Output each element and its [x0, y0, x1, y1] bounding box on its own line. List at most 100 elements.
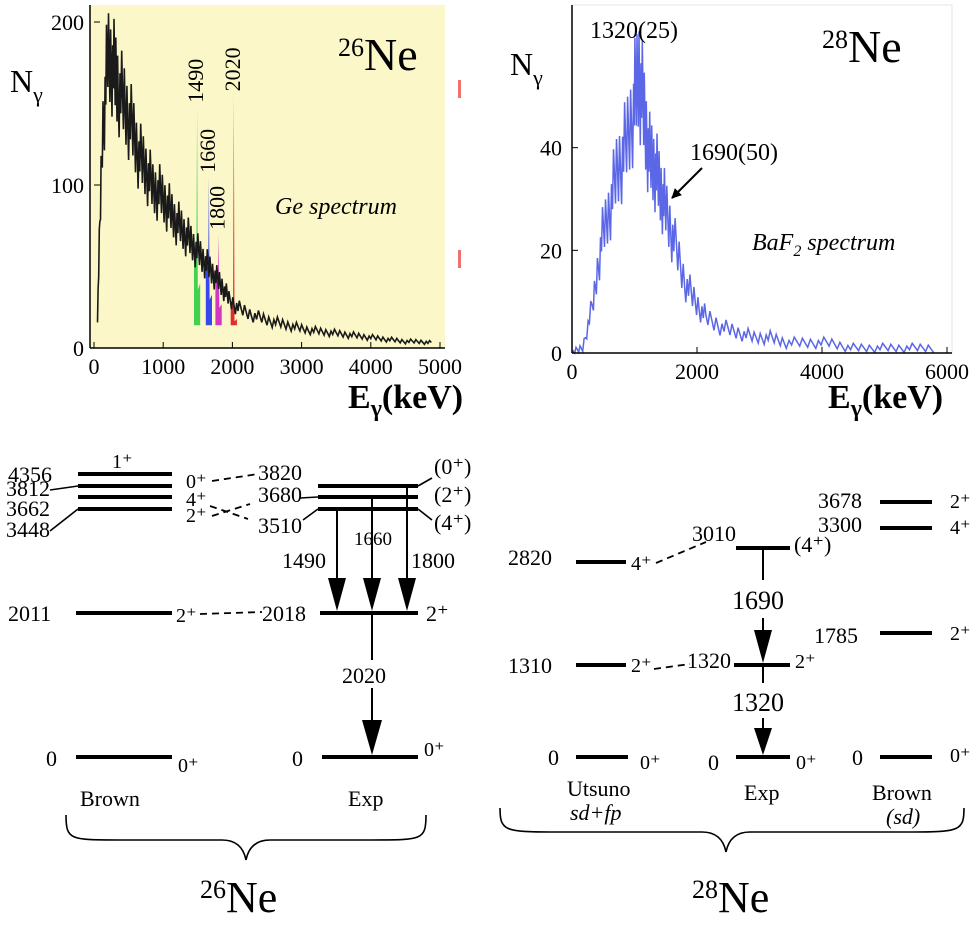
correlation-dash [655, 541, 707, 564]
level-energy: 2820 [508, 545, 552, 570]
level-energy: 0 [852, 745, 863, 770]
ge-y-ticks: 0 100 200 [51, 10, 100, 361]
ne28-level-scheme: 2820 4⁺ 1310 2⁺ 0 0⁺ Utsuno sd+fp 3010 (… [499, 488, 971, 922]
baf2-spectrum-panel: 0 2000 4000 6000 0 20 40 28Ne 1320(25) 1690(5… [510, 4, 969, 422]
ge-spectrum-trace [96, 13, 432, 346]
level-connector [417, 477, 433, 487]
level-spin: (0⁺) [434, 454, 471, 479]
x-tick-label: 5000 [418, 354, 462, 379]
y-tick-label: 0 [551, 341, 562, 366]
level-connector [49, 485, 79, 491]
baf2-peak-arrow [671, 167, 703, 199]
correlation-dash [653, 663, 691, 670]
level-spin: 2⁺ [950, 623, 971, 645]
level-connector [302, 508, 319, 521]
level-energy: 1320 [687, 648, 731, 673]
level-energy: 2018 [262, 601, 306, 626]
level-energy: 0 [708, 750, 719, 775]
level-spin: 0⁺ [424, 739, 445, 761]
ge-nucleus-label: 26Ne [338, 29, 418, 80]
level-energy: 3662 [6, 496, 50, 521]
level-energy: 3820 [258, 460, 302, 485]
level-connector [299, 496, 319, 499]
x-tick-label: 2000 [675, 359, 719, 384]
transition-arrows [328, 487, 416, 755]
level-energy: 3678 [818, 488, 862, 513]
transition-energy: 1690 [732, 586, 784, 615]
correlation-dash [211, 503, 251, 517]
level-spin: (4⁺) [434, 510, 471, 535]
baf2-y-label: Nγ [510, 46, 543, 90]
level-energy: 0 [548, 745, 559, 770]
ge-red-marker [458, 250, 461, 268]
level-energy: 1785 [814, 623, 858, 648]
column-label: Brown [872, 780, 932, 805]
y-tick-label: 0 [73, 336, 84, 361]
correlation-dash [199, 611, 263, 615]
level-energy: 3010 [692, 521, 736, 546]
x-tick-label: 4000 [800, 359, 844, 384]
level-spin: 0⁺ [186, 471, 207, 493]
transition-energy: 2020 [342, 663, 386, 688]
baf2-nucleus-label: 28Ne [822, 21, 902, 72]
level-spin: 4⁺ [950, 517, 971, 539]
column-label: Brown [80, 786, 140, 811]
level-energy: 3812 [6, 476, 50, 501]
level-energy: 2011 [8, 601, 51, 626]
correlation-dash [211, 473, 259, 482]
baf2-peak-label-1690: 1690(50) [690, 140, 778, 166]
level-energy: 3448 [6, 517, 50, 542]
ge-peak-labels: 1490 1660 1800 2020 [183, 47, 245, 230]
level-energy: 3300 [818, 512, 862, 537]
x-tick-label: 6000 [925, 359, 969, 384]
level-energy: 0 [46, 746, 57, 771]
level-spin: 2⁺ [631, 655, 652, 677]
baf2-peak-label-1320: 1320(25) [590, 18, 678, 44]
level-energy: 0 [292, 746, 303, 771]
transition-energy: 1320 [732, 688, 784, 717]
x-tick-label: 4000 [349, 354, 393, 379]
ge-peak-label: 1490 [183, 59, 208, 103]
column-label: Exp [348, 786, 383, 811]
x-tick-label: 3000 [280, 354, 324, 379]
x-tick-label: 0 [567, 359, 578, 384]
baf2-spectrum-trace [571, 31, 935, 355]
baf2-y-ticks: 0 20 40 [540, 136, 578, 366]
ge-peak-1490 [194, 106, 201, 326]
transition-energy: 1490 [282, 548, 326, 573]
ne26-brace [65, 814, 427, 861]
ge-peak-1660 [205, 176, 212, 326]
level-energy: 1310 [508, 653, 552, 678]
column-label: Utsuno [567, 776, 631, 801]
level-spin: 2⁺ [950, 491, 971, 513]
correlation-dash [209, 505, 249, 520]
y-tick-label: 40 [540, 136, 562, 161]
ge-x-label: Eγ(keV) [348, 379, 463, 422]
level-spin: 2⁺ [176, 605, 197, 627]
level-spin: 4⁺ [186, 489, 207, 511]
level-energy: 4356 [8, 462, 52, 487]
x-tick-label: 2000 [210, 354, 254, 379]
level-spin: 1⁺ [112, 451, 133, 473]
baf2-x-ticks: 0 2000 4000 6000 [567, 347, 969, 384]
column-label: Exp [744, 780, 779, 805]
transition-energy: 1800 [411, 548, 455, 573]
ge-x-ticks: 0 1000 2000 3000 4000 5000 [89, 342, 462, 379]
level-spin: 2⁺ [186, 505, 207, 527]
ne28-brace [499, 807, 965, 853]
ne26-nucleus-label: 26Ne [200, 873, 277, 922]
level-spin: 2⁺ [426, 601, 449, 626]
ne26-level-scheme: 4356 1⁺ 3812 3662 3448 0⁺ 4⁺ 2⁺ 2011 2⁺ … [6, 451, 471, 922]
y-tick-label: 20 [540, 238, 562, 263]
ge-peak-2020 [230, 95, 237, 326]
level-spin: (2⁺) [434, 482, 471, 507]
transition-energy: 1660 [354, 529, 392, 550]
x-tick-label: 0 [89, 354, 100, 379]
y-tick-label: 100 [51, 173, 84, 198]
level-spin: 4⁺ [631, 553, 652, 575]
ne28-nucleus-label: 28Ne [692, 873, 769, 922]
ge-peak-label: 1800 [205, 186, 230, 230]
level-spin: 0⁺ [178, 755, 199, 777]
